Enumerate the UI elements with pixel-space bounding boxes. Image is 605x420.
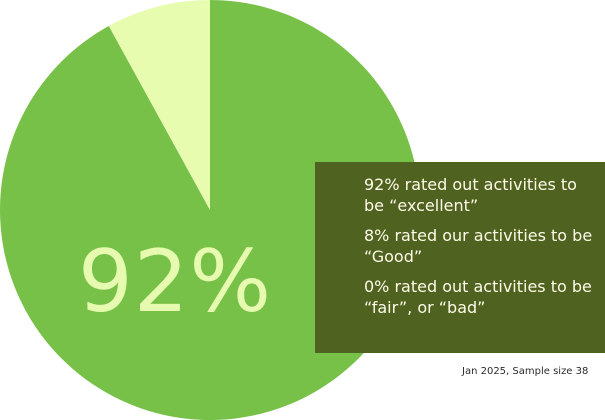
pie-slice-good — [108, 0, 210, 210]
legend-item-excellent: 92% rated out activities to be “excellen… — [364, 175, 577, 215]
headline-percentage: 92% — [78, 232, 273, 332]
legend-item-fair-bad: 0% rated out activities to be “fair”, or… — [364, 277, 592, 317]
footnote: Jan 2025, Sample size 38 — [462, 366, 589, 377]
pie-slice-excellent — [0, 0, 420, 420]
legend-box: 92% rated out activities to be “excellen… — [315, 162, 605, 353]
legend-item-good: 8% rated our activities to be “Good” — [364, 226, 593, 266]
